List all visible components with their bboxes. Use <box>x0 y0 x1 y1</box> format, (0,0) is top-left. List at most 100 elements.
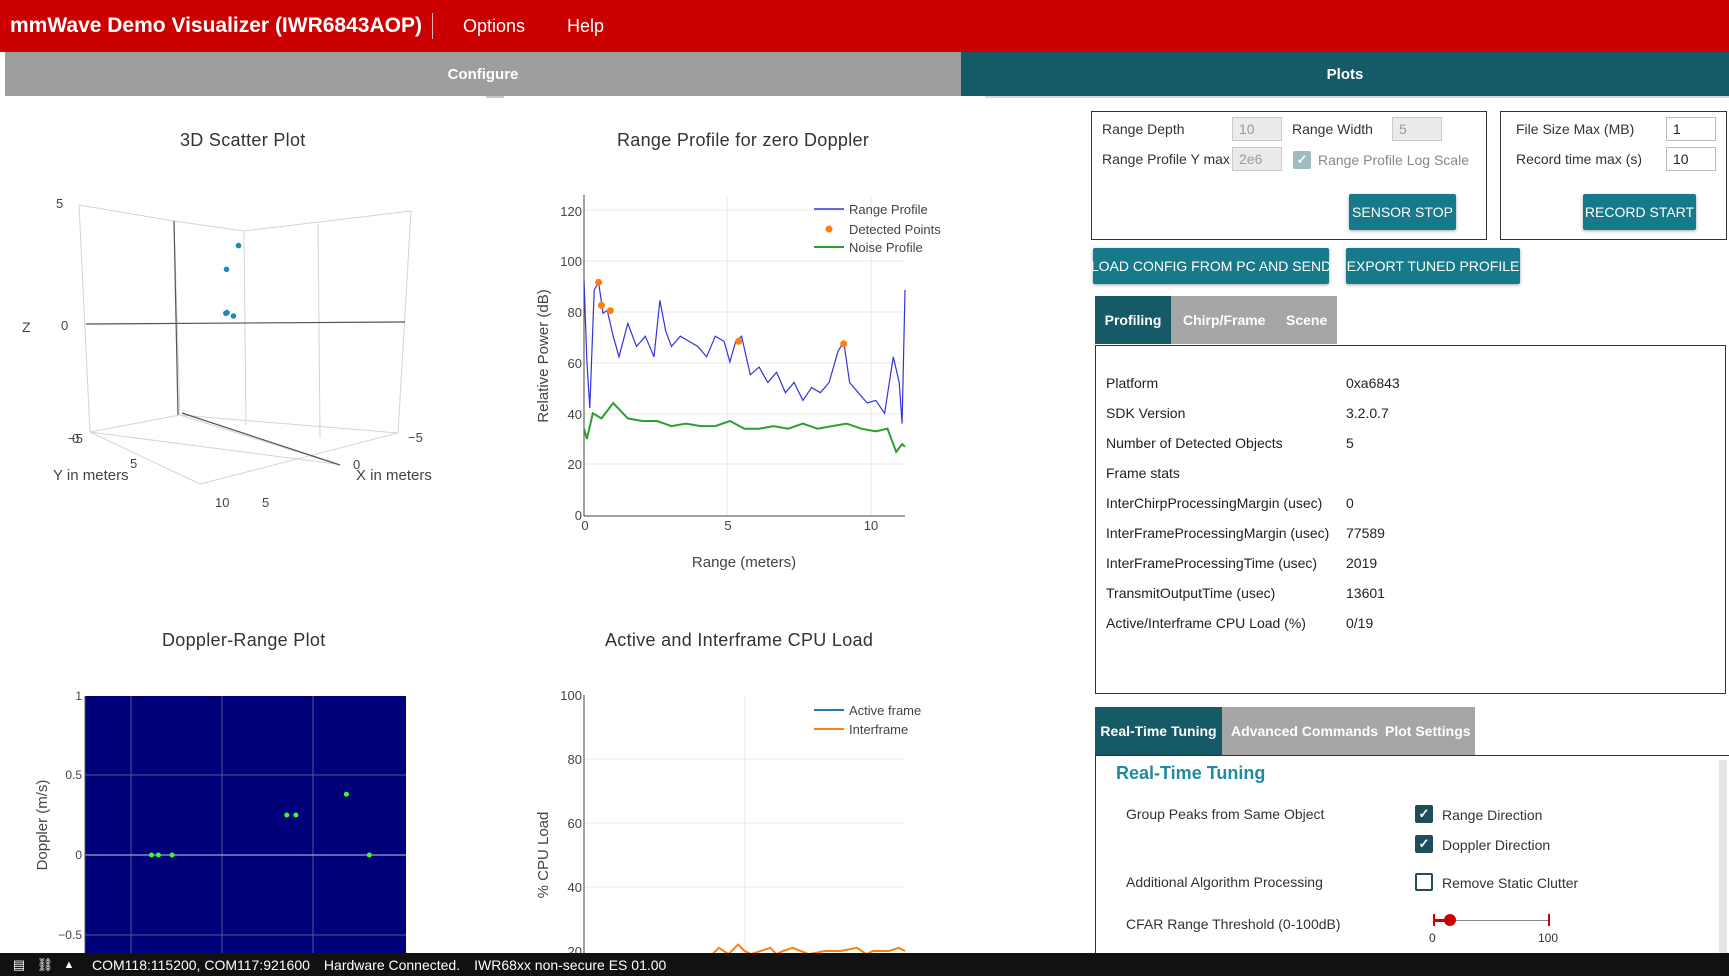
y-tick-0: 0 <box>72 431 79 446</box>
rp-xtick-0: 0 <box>581 518 588 533</box>
profiling-value-platform: 0xa6843 <box>1346 375 1400 391</box>
record-start-button[interactable]: RECORD START <box>1583 194 1696 230</box>
range-width-input[interactable] <box>1392 117 1442 141</box>
legend-active-frame: Active frame <box>849 703 921 718</box>
x-tick-0: 0 <box>353 457 360 472</box>
profiling-value-interchirp: 0 <box>1346 495 1354 511</box>
dr-ylabel: Doppler (m/s) <box>34 780 51 871</box>
doppler-range-plot[interactable]: 1 0.5 0 −0.5 Doppler (m/s) <box>34 689 406 953</box>
cpu-ytick-60: 60 <box>568 816 582 831</box>
z-tick-5: 5 <box>56 196 63 211</box>
scatter3d-point <box>230 313 237 319</box>
status-ports: COM118:115200, COM117:921600 <box>92 956 310 973</box>
cpu-load-grid <box>584 695 905 953</box>
menu-options[interactable]: Options <box>462 15 526 36</box>
profiling-label-sdk: SDK Version <box>1106 405 1186 421</box>
tab-profiling[interactable]: Profiling <box>1095 296 1171 344</box>
load-config-button[interactable]: LOAD CONFIG FROM PC AND SEND <box>1091 248 1331 284</box>
log-scale-checkbox[interactable]: ✓ <box>1293 151 1311 169</box>
tab-chirp-frame[interactable]: Chirp/Frame <box>1171 296 1337 344</box>
range-profile-line <box>583 279 906 424</box>
range-profile-plot[interactable]: 120 100 80 60 40 20 0 0 5 10 Range (mete… <box>535 195 941 571</box>
doppler-direction-checkbox[interactable]: ✓ <box>1415 835 1433 853</box>
link-icon[interactable]: ⛓ <box>36 956 54 972</box>
profiling-panel <box>1095 345 1726 694</box>
detected-points <box>595 278 848 348</box>
cfar-max-label: 100 <box>1538 931 1559 945</box>
group-peaks-label: Group Peaks from Same Object <box>1126 806 1325 822</box>
range-depth-input[interactable] <box>1232 117 1282 141</box>
legend-detected-swatch <box>825 225 833 233</box>
app-title: mmWave Demo Visualizer (IWR6843AOP) <box>0 13 433 39</box>
cfar-slider-min-tick <box>1433 914 1435 926</box>
range-direction-checkbox[interactable]: ✓ <box>1415 805 1433 823</box>
tab-plots[interactable]: Plots <box>961 52 1729 96</box>
tab-scene[interactable]: Scene <box>1286 312 1328 328</box>
profiling-value-objects: 5 <box>1346 435 1354 451</box>
remove-static-clutter-checkbox[interactable] <box>1415 873 1433 891</box>
tab-configure[interactable]: Configure <box>5 52 961 96</box>
range-depth-label: Range Depth <box>1102 121 1185 137</box>
doppler-range-points <box>149 791 372 858</box>
profiling-value-interframe-margin: 77589 <box>1346 525 1385 541</box>
z-tick-neg5: −5 <box>68 431 83 446</box>
document-icon[interactable]: ▤ <box>12 956 26 972</box>
x-tick-neg5: −5 <box>408 430 423 445</box>
chevron-up-icon[interactable]: ▲ <box>63 958 75 971</box>
scatter3d-plot[interactable]: 5 0 −5 Z 0 5 10 Y in meters −5 0 5 X in … <box>22 196 432 510</box>
noise-profile-line <box>583 401 906 454</box>
cfar-slider-fill <box>1433 919 1451 922</box>
tuning-title: Real-Time Tuning <box>1116 763 1266 783</box>
y-tick-10: 10 <box>215 495 229 510</box>
cfar-slider-thumb[interactable] <box>1444 914 1457 926</box>
profiling-label-transmit: TransmitOutputTime (usec) <box>1106 585 1276 601</box>
cpu-ytick-40: 40 <box>568 880 582 895</box>
tuning-panel <box>1095 755 1729 953</box>
y-axis-label: Y in meters <box>53 467 129 484</box>
tab-advanced-commands[interactable]: Advanced Commands <box>1222 707 1475 755</box>
scatter3d-point <box>223 266 230 273</box>
doppler-range-point <box>293 812 299 818</box>
profiling-label-interframe-time: InterFrameProcessingTime (usec) <box>1106 555 1318 571</box>
rp-xtick-10: 10 <box>864 518 878 533</box>
doppler-range-title: Doppler-Range Plot <box>162 630 326 650</box>
cpu-load-plot[interactable]: 100 80 60 40 20 % CPU Load Active frame … <box>535 688 921 953</box>
range-width-label: Range Width <box>1292 121 1373 137</box>
y-tick-5: 5 <box>130 456 137 471</box>
dr-ytick-neg0.5: −0.5 <box>58 928 82 942</box>
record-time-input[interactable] <box>1666 147 1716 171</box>
doppler-direction-label: Doppler Direction <box>1442 837 1551 853</box>
doppler-range-point <box>155 852 161 858</box>
detected-point <box>595 278 603 286</box>
scatter3d-title: 3D Scatter Plot <box>180 130 306 150</box>
cfar-slider-track[interactable] <box>1433 920 1549 921</box>
status-connection: Hardware Connected. <box>323 956 461 973</box>
z-axis-label: Z <box>22 319 31 335</box>
doppler-range-grid <box>85 696 406 953</box>
doppler-range-point <box>149 852 154 858</box>
profiling-value-sdk: 3.2.0.7 <box>1346 405 1389 421</box>
remove-static-clutter-label: Remove Static Clutter <box>1442 875 1579 891</box>
z-tick-0: 0 <box>61 318 68 333</box>
menu-help[interactable]: Help <box>567 15 605 36</box>
tuning-scrollbar[interactable] <box>1719 760 1727 953</box>
tab-underline <box>985 96 1729 98</box>
tab-plot-settings[interactable]: Plot Settings <box>1385 723 1471 739</box>
cpu-ytick-100: 100 <box>560 688 582 703</box>
range-profile-ymax-label: Range Profile Y max <box>1102 151 1230 167</box>
x-axis-label: X in meters <box>356 467 432 484</box>
rp-ytick-120: 120 <box>560 204 582 219</box>
tab-real-time-tuning[interactable]: Real-Time Tuning <box>1095 707 1222 755</box>
title-bar: mmWave Demo Visualizer (IWR6843AOP) Opti… <box>0 0 1729 52</box>
detected-point <box>598 301 605 309</box>
profiling-label-platform: Platform <box>1106 375 1159 391</box>
doppler-range-point <box>169 852 175 858</box>
sensor-stop-button[interactable]: SENSOR STOP <box>1349 194 1456 230</box>
profiling-label-cpu-load: Active/Interframe CPU Load (%) <box>1106 615 1306 631</box>
export-profile-button[interactable]: EXPORT TUNED PROFILE <box>1346 248 1520 284</box>
file-size-input[interactable] <box>1666 117 1716 141</box>
additional-processing-label: Additional Algorithm Processing <box>1126 874 1323 890</box>
status-device: IWR68xx non-secure ES 01.00 <box>474 956 667 973</box>
legend-noise-profile: Noise Profile <box>849 240 923 255</box>
range-profile-ymax-input[interactable] <box>1232 147 1282 171</box>
